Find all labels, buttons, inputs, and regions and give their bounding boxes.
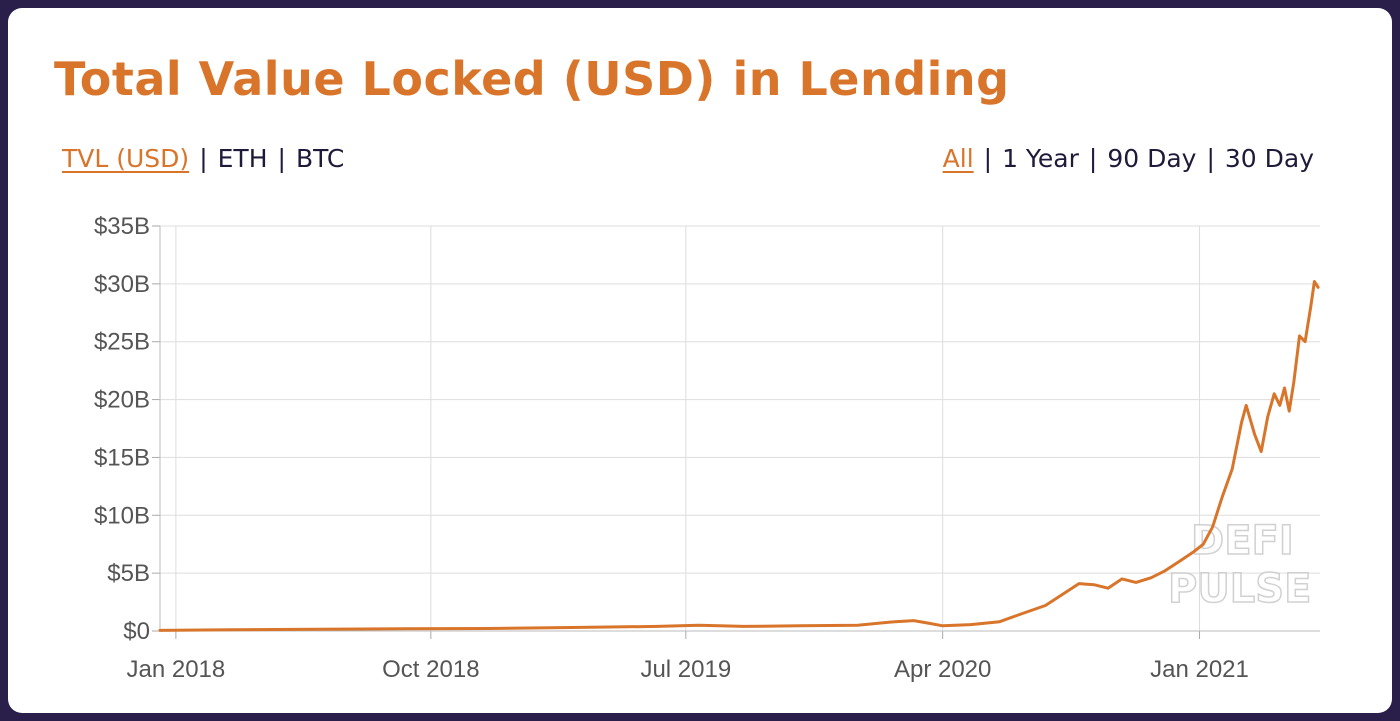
series-layer	[158, 280, 1320, 632]
y-tick-label: $35B	[94, 213, 150, 240]
range-90-day-button[interactable]: 90 Day	[1107, 144, 1197, 173]
y-tick-label: $5B	[107, 560, 150, 587]
tvl-series-line[interactable]	[158, 280, 1320, 632]
y-tick-label: $15B	[94, 444, 150, 471]
x-tick-label: Jan 2018	[126, 656, 225, 683]
x-tick-label: Oct 2018	[382, 656, 479, 683]
separator: |	[199, 144, 208, 173]
y-tick-label: $30B	[94, 271, 150, 298]
x-tick-label: Jan 2021	[1150, 656, 1249, 683]
separator: |	[277, 144, 286, 173]
axes: $0 $5B $10B $15B $20B $25B $30B $35B Jan 2018 Oct…	[94, 213, 1320, 683]
unit-btc-button[interactable]: BTC	[295, 144, 345, 173]
grid-lines	[160, 225, 1320, 632]
watermark-line-2: PULSE	[1168, 566, 1311, 612]
chart-card: Total Value Locked (USD) in Lending TVL …	[8, 8, 1392, 713]
y-tick-label: $20B	[94, 387, 150, 414]
tvl-line-chart[interactable]: DEFI PULSE $0 $5B $10B $15B $20B $25B $30B $35B…	[8, 8, 1392, 713]
separator: |	[1206, 144, 1215, 173]
separator: |	[1088, 144, 1098, 173]
range-1-year-button[interactable]: 1 Year	[1002, 144, 1079, 173]
range-toggle: All | 1 Year | 90 Day | 30 Day	[943, 144, 1314, 173]
x-tick-label: Apr 2020	[894, 656, 991, 683]
range-all-button[interactable]: All	[942, 144, 974, 173]
y-tick-label: $0	[123, 618, 150, 645]
separator: |	[983, 144, 993, 173]
unit-toggle: TVL (USD) | ETH | BTC	[62, 144, 344, 173]
defi-pulse-watermark: DEFI PULSE	[1167, 517, 1312, 613]
page-title: Total Value Locked (USD) in Lending	[54, 52, 1010, 106]
watermark-line-1: DEFI	[1191, 518, 1294, 564]
y-tick-label: $25B	[94, 329, 150, 356]
y-tick-label: $10B	[94, 502, 150, 529]
unit-tvl-usd-button[interactable]: TVL (USD)	[62, 144, 190, 173]
unit-eth-button[interactable]: ETH	[217, 144, 268, 173]
range-30-day-button[interactable]: 30 Day	[1224, 144, 1314, 173]
x-tick-label: Jul 2019	[640, 656, 731, 683]
